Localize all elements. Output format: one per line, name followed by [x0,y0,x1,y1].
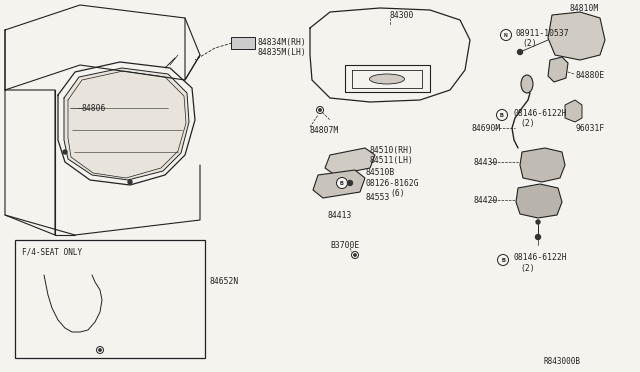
Text: N: N [504,32,508,38]
Ellipse shape [369,74,404,84]
Circle shape [497,109,508,121]
Text: 84690M: 84690M [472,124,501,132]
Polygon shape [548,12,605,60]
Polygon shape [565,100,582,122]
Circle shape [351,251,358,259]
Text: 84430: 84430 [473,157,497,167]
Text: 84420: 84420 [473,196,497,205]
Circle shape [536,234,541,240]
Text: 84652N: 84652N [210,278,239,286]
Circle shape [337,177,348,189]
Circle shape [348,180,353,186]
Circle shape [63,150,67,154]
Text: 08146-6122H: 08146-6122H [514,253,568,263]
Text: 84835M(LH): 84835M(LH) [258,48,307,57]
Circle shape [354,254,356,256]
Text: 84413: 84413 [327,211,351,219]
Text: B: B [501,257,505,263]
Polygon shape [325,148,375,175]
Circle shape [500,29,511,41]
FancyBboxPatch shape [231,37,255,49]
Polygon shape [520,148,565,182]
Circle shape [97,346,104,353]
Text: F/4-SEAT ONLY: F/4-SEAT ONLY [22,247,82,257]
Text: (2): (2) [520,263,534,273]
Text: 84300: 84300 [390,10,414,19]
Circle shape [518,49,522,55]
Text: 96031F: 96031F [576,124,605,132]
Text: 84510B: 84510B [365,167,394,176]
Text: 84834M(RH): 84834M(RH) [258,38,307,46]
Text: 84810M: 84810M [570,3,599,13]
Text: B: B [500,112,504,118]
Polygon shape [516,184,562,218]
Circle shape [319,109,321,111]
Circle shape [536,220,540,224]
Text: 84807M: 84807M [310,125,339,135]
Polygon shape [548,57,568,82]
Text: 08126-8162G: 08126-8162G [365,179,419,187]
Text: 84553: 84553 [365,192,389,202]
Text: (2): (2) [522,38,536,48]
Text: (2): (2) [520,119,534,128]
Text: 84880E: 84880E [575,71,604,80]
Text: B3700E: B3700E [330,241,359,250]
Polygon shape [313,170,365,198]
Circle shape [99,349,101,351]
Ellipse shape [521,75,533,93]
Text: 08146-6122H: 08146-6122H [513,109,566,118]
Text: (6): (6) [390,189,404,198]
Text: 08911-10537: 08911-10537 [516,29,570,38]
Text: B: B [340,180,344,186]
Polygon shape [33,258,54,275]
Text: R843000B: R843000B [543,357,580,366]
Text: 84806: 84806 [82,103,106,112]
Polygon shape [64,68,189,180]
FancyBboxPatch shape [15,240,205,358]
Text: 84511(LH): 84511(LH) [370,155,414,164]
Circle shape [497,254,509,266]
Circle shape [128,180,132,184]
Circle shape [317,106,323,113]
Text: 84510(RH): 84510(RH) [370,145,414,154]
